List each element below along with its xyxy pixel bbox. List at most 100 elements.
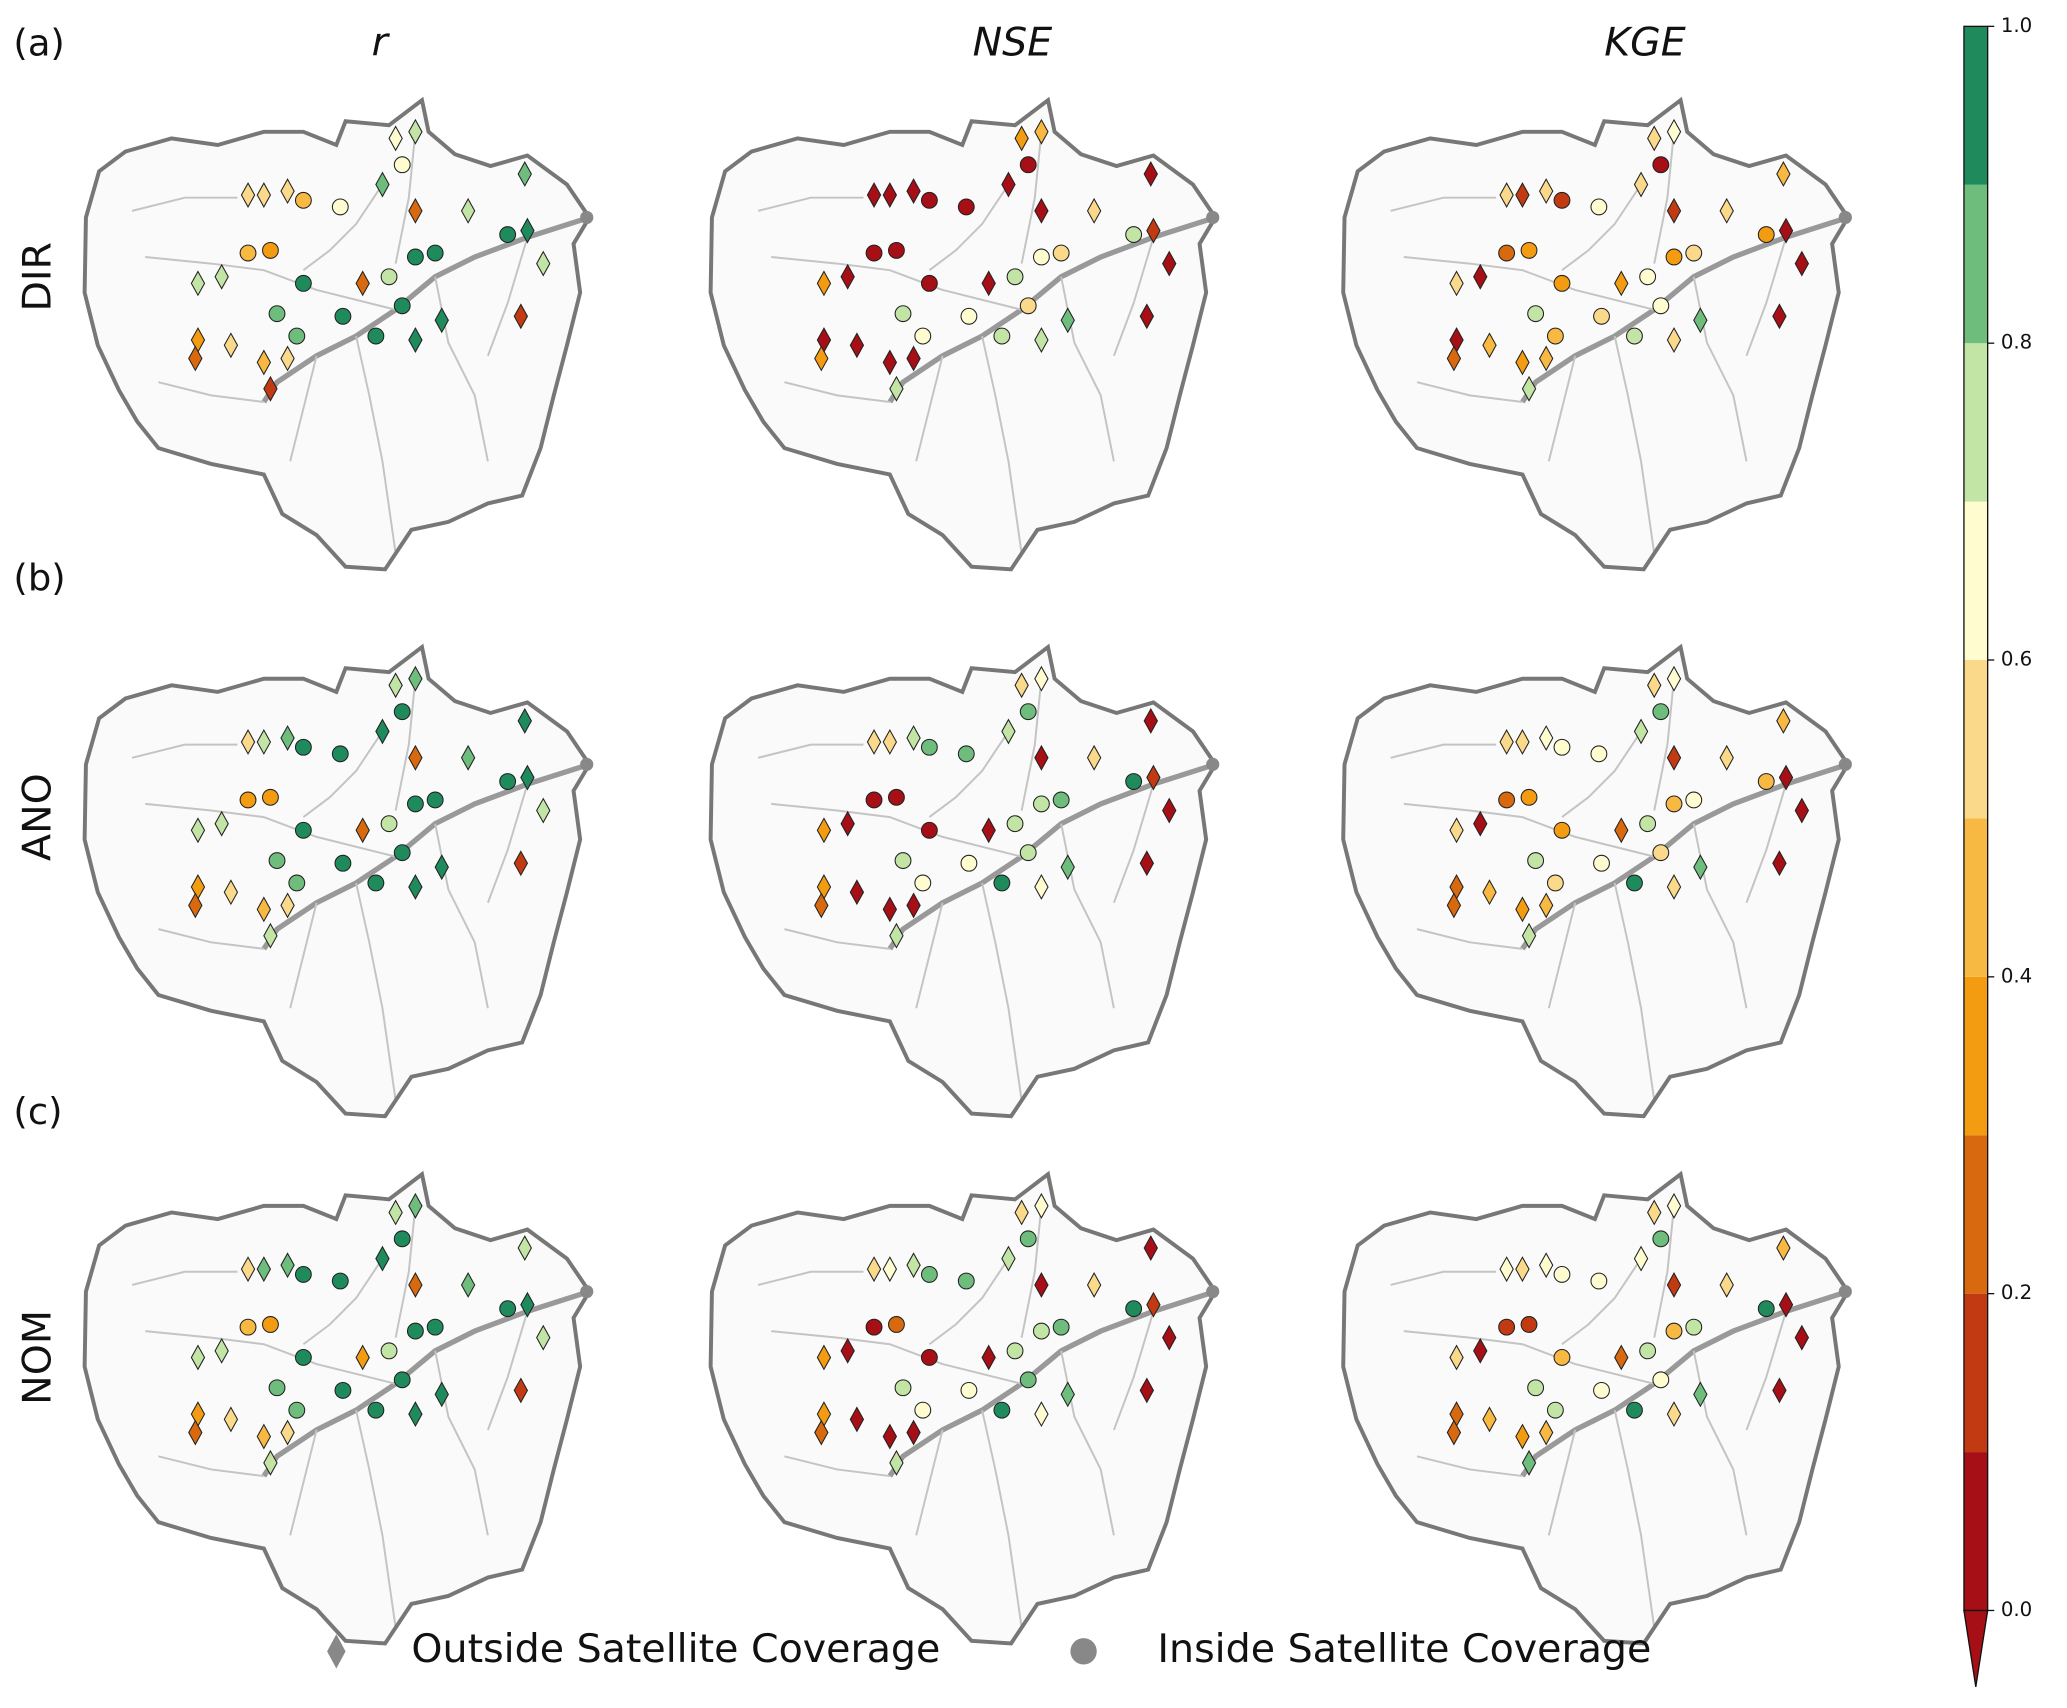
station-inside: [1125, 226, 1143, 244]
colorbar-segment: [1963, 660, 1988, 819]
station-inside: [1639, 815, 1657, 833]
station-outside: [408, 744, 423, 771]
outlet: [1206, 210, 1220, 225]
river: [1112, 1311, 1155, 1431]
station-outside: [434, 307, 449, 334]
station-outside: [906, 1252, 921, 1279]
station-outside: [1515, 1256, 1530, 1283]
station-outside: [866, 729, 882, 755]
station-outside: [1146, 1291, 1161, 1318]
station-outside: [1772, 1377, 1787, 1404]
colorbar-tick-label: 0.0: [2001, 1598, 2032, 1621]
map-panel: [1341, 1170, 1852, 1646]
basin-fill: [710, 100, 1216, 570]
station-outside: [882, 349, 898, 376]
station-outside: [882, 729, 898, 755]
station-outside: [256, 182, 272, 208]
station-inside: [262, 788, 279, 806]
station-outside: [1633, 1245, 1649, 1272]
river: [145, 802, 396, 858]
station-outside: [1538, 892, 1554, 919]
station-outside: [1139, 303, 1155, 330]
station-outside: [1034, 197, 1049, 224]
station-outside: [1647, 672, 1662, 699]
station-outside: [1143, 707, 1158, 734]
river: [1020, 131, 1043, 264]
river: [1653, 131, 1675, 264]
station-outside: [1693, 307, 1708, 334]
station-outside: [1776, 707, 1791, 734]
station-inside: [960, 307, 978, 325]
station-inside: [294, 191, 312, 209]
station-inside: [1665, 1322, 1683, 1340]
river: [1613, 882, 1656, 1101]
station-inside: [1652, 1371, 1670, 1389]
river: [145, 1330, 396, 1385]
column-title: r: [372, 19, 391, 65]
station-outside: [1499, 729, 1514, 755]
station-outside: [1086, 744, 1102, 771]
river: [915, 1429, 944, 1536]
station-outside: [1538, 725, 1554, 751]
station-inside: [1757, 773, 1775, 790]
station-outside: [814, 345, 829, 372]
river: [757, 743, 864, 759]
river: [1745, 1311, 1787, 1431]
station-outside: [1139, 1377, 1155, 1404]
station-outside: [536, 250, 551, 277]
station-outside: [1001, 171, 1016, 198]
station-outside: [1162, 797, 1177, 824]
station-inside: [239, 1318, 257, 1336]
station-outside: [517, 707, 532, 734]
station-inside: [331, 1272, 349, 1290]
station-inside: [920, 274, 938, 292]
station-outside: [408, 1272, 423, 1298]
river: [1390, 743, 1497, 759]
river: [757, 196, 864, 212]
station-outside: [513, 303, 529, 330]
basin-fill: [84, 1174, 590, 1644]
station-outside: [1060, 1381, 1075, 1408]
panel-label: (b): [13, 556, 65, 599]
station-outside: [840, 810, 855, 837]
station-inside: [1019, 703, 1037, 721]
station-inside: [888, 788, 905, 806]
river: [394, 678, 417, 811]
station-outside: [536, 797, 551, 824]
station-outside: [1473, 263, 1488, 290]
river: [928, 183, 1010, 271]
station-outside: [190, 1344, 206, 1371]
outlet: [580, 210, 594, 225]
station-inside: [1665, 248, 1683, 266]
station-inside: [1498, 1318, 1516, 1336]
station-outside: [840, 1337, 855, 1364]
station-inside: [1626, 874, 1643, 892]
station-outside: [1538, 178, 1554, 205]
station-inside: [865, 1318, 883, 1336]
station-inside: [1553, 274, 1571, 292]
river: [1561, 730, 1642, 818]
column-title: NSE: [973, 19, 1053, 65]
basin-fill: [84, 100, 590, 570]
station-inside: [957, 1272, 975, 1290]
station-outside: [1473, 1337, 1488, 1364]
river: [1020, 678, 1043, 811]
station-inside: [960, 1381, 978, 1399]
station-outside: [240, 182, 256, 208]
station-outside: [889, 375, 904, 402]
river: [145, 256, 396, 311]
station-inside: [1546, 1401, 1564, 1419]
station-outside: [1014, 1199, 1029, 1226]
station-outside: [223, 1406, 239, 1433]
station-outside: [1515, 896, 1530, 923]
station-inside: [1125, 1300, 1143, 1318]
station-inside: [1553, 738, 1571, 756]
station-outside: [866, 182, 882, 208]
station-inside: [1520, 788, 1538, 806]
station-outside: [280, 892, 295, 919]
river: [486, 1311, 529, 1431]
station-inside: [1639, 1342, 1657, 1360]
station-outside: [280, 725, 295, 751]
station-outside: [280, 345, 295, 372]
station-outside: [1633, 171, 1649, 198]
